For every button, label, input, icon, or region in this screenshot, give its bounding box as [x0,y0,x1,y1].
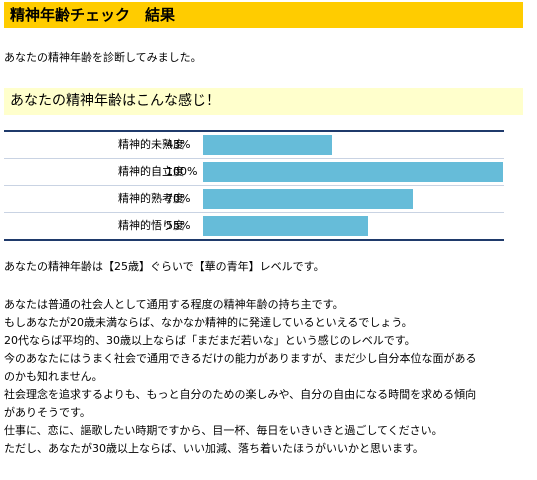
bar-label: 精神的悟り度 [118,219,184,232]
description-line: 社会理念を追求するよりも、もっと自分のための楽しみや、自分の自由になる時間を求め… [4,388,477,401]
bar-value-label: 100% [166,165,198,178]
description-line: もしあなたが20歳未満ならば、なかなか精神的に発達しているといえるでしょう。 [4,316,413,329]
bar-value-label: 55% [166,219,191,232]
description-line: ただし、あなたが30歳以上ならば、いい加減、落ち着いたほうがいいかと思います。 [4,442,424,455]
bar [203,216,368,236]
bar [203,135,332,155]
description-line: 仕事に、恋に、謳歌したい時期ですから、目一杯、毎日をいきいきと過ごしてください。 [4,424,443,437]
description-line: がありそうです。 [4,406,91,419]
bar-label: 精神的熟考度 [118,192,184,205]
bar [203,162,503,182]
intro-text: あなたの精神年齢を診断してみました。 [4,51,202,64]
section-title: あなたの精神年齢はこんな感じ！ [10,93,220,109]
bar [203,189,413,209]
description-line: 今のあなたにはうまく社会で通用できるだけの能力がありますが、まだ少し自分本位な面… [4,352,477,365]
description-line: 20代ならば平均的、30歳以上ならば「まだまだ若いな」という感じのレベルです。 [4,334,416,347]
section-banner: あなたの精神年齢はこんな感じ！ [4,88,523,115]
page-title: 精神年齢チェック 結果 [10,6,176,24]
result-text: あなたの精神年齢は【25歳】ぐらいで【華の青年】レベルです。 [4,260,325,273]
description-line: のかも知れません。 [4,370,103,383]
bar-label: 精神的自立度 [118,165,184,178]
chart-row: 精神的悟り度 55% [4,213,504,239]
page-header: 精神年齢チェック 結果 [4,2,523,28]
bar-value-label: 43% [166,138,191,151]
chart-row: 精神的未熟度 43% [4,132,504,159]
description: あなたは普通の社会人として通用する程度の精神年齢の持ち主です。 もしあなたが20… [4,296,526,458]
bar-value-label: 70% [166,192,191,205]
chart-row: 精神的自立度 100% [4,159,504,186]
score-chart: 精神的未熟度 43% 精神的自立度 100% 精神的熟考度 70% 精神的悟り度… [4,130,504,241]
chart-row: 精神的熟考度 70% [4,186,504,213]
bar-label: 精神的未熟度 [118,138,184,151]
description-line: あなたは普通の社会人として通用する程度の精神年齢の持ち主です。 [4,298,344,311]
